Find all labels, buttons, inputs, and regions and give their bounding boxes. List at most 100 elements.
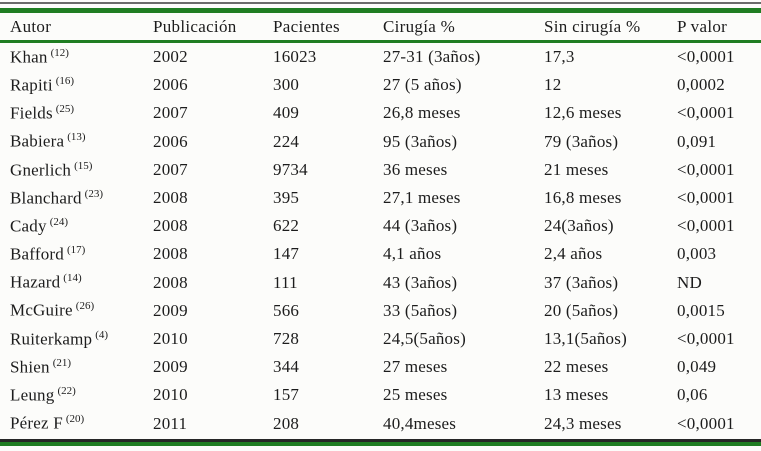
reference-superscript: (26) <box>75 300 95 313</box>
p-valor-cell: <0,0001 <box>677 47 735 67</box>
sin-cirugia-cell: 24(3años) <box>544 216 614 236</box>
table-row: Bafford (17) 2008 147 4,1 años 2,4 años 0… <box>0 240 761 268</box>
cirugia-cell: 43 (3años) <box>383 272 458 292</box>
pacientes-cell: 728 <box>273 328 300 348</box>
publicacion-cell: 2009 <box>153 300 188 320</box>
pacientes-cell: 395 <box>273 188 300 208</box>
table-body: Khan (12) 2002 16023 27-31 (3años) 17,3 <… <box>0 42 761 438</box>
sin-cirugia-cell: 12,6 meses <box>544 103 622 123</box>
autor-cell: Babiera (13) <box>0 128 153 156</box>
p-valor-cell: <0,0001 <box>677 159 735 179</box>
autor-cell: Khan (12) <box>0 42 153 72</box>
pacientes-cell: 300 <box>273 75 300 95</box>
reference-superscript: (25) <box>55 103 75 116</box>
sin-cirugia-cell: 17,3 <box>544 47 575 67</box>
autor-cell: Ruiterkamp (4) <box>0 325 153 353</box>
autor-name: Pérez F <box>10 413 63 433</box>
p-valor-cell: 0,003 <box>677 244 717 264</box>
cirugia-cell: 24,5(5años) <box>383 328 466 348</box>
reference-superscript: (4) <box>95 328 109 341</box>
publicacion-cell: 2006 <box>153 75 188 95</box>
sin-cirugia-cell: 2,4 años <box>544 244 603 264</box>
table-row: Blanchard (23) 2008 395 27,1 meses 16,8 m… <box>0 184 761 212</box>
pacientes-cell: 566 <box>273 300 300 320</box>
header-row: Autor Publicación Pacientes Cirugía % Si… <box>0 13 761 43</box>
reference-superscript: (22) <box>57 385 76 398</box>
p-valor-cell: <0,0001 <box>677 103 735 123</box>
col-header-autor: Autor <box>0 13 153 43</box>
table-row: Gnerlich (15) 2007 9734 36 meses 21 meses… <box>0 156 761 184</box>
autor-cell: Leung (22) <box>0 381 153 409</box>
col-header-p-valor: P valor <box>677 13 761 43</box>
reference-superscript: (15) <box>74 159 93 172</box>
autor-cell: Cady (24) <box>0 212 153 240</box>
publicacion-cell: 2002 <box>153 47 188 67</box>
cirugia-cell: 27 (5 años) <box>383 75 462 95</box>
cirugia-cell: 4,1 años <box>383 244 442 264</box>
sin-cirugia-cell: 79 (3años) <box>544 131 619 151</box>
pacientes-cell: 157 <box>273 385 300 405</box>
pacientes-cell: 147 <box>273 244 300 264</box>
pacientes-cell: 111 <box>273 272 298 292</box>
pacientes-cell: 344 <box>273 357 300 377</box>
p-valor-cell: <0,0001 <box>677 188 735 208</box>
publicacion-cell: 2008 <box>153 188 188 208</box>
publicacion-cell: 2011 <box>153 413 188 433</box>
bottom-dark-rule <box>0 439 761 442</box>
pacientes-cell: 622 <box>273 216 300 236</box>
results-table: Autor Publicación Pacientes Cirugía % Si… <box>0 13 761 438</box>
cirugia-cell: 26,8 meses <box>383 103 461 123</box>
p-valor-cell: ND <box>677 272 702 292</box>
autor-name: Cady <box>10 216 47 236</box>
autor-name: Ruiterkamp <box>10 329 93 349</box>
publicacion-cell: 2010 <box>153 385 188 405</box>
p-valor-cell: <0,0001 <box>677 328 735 348</box>
autor-name: Bafford <box>10 244 64 264</box>
reference-superscript: (23) <box>84 187 103 200</box>
publicacion-cell: 2009 <box>153 357 188 377</box>
autor-cell: Gnerlich (15) <box>0 156 153 184</box>
autor-cell: Blanchard (23) <box>0 184 153 212</box>
pacientes-cell: 16023 <box>273 47 317 67</box>
reference-superscript: (14) <box>63 272 82 285</box>
table-row: Fields (25) 2007 409 26,8 meses 12,6 mese… <box>0 99 761 127</box>
p-valor-cell: 0,049 <box>677 357 717 377</box>
pacientes-cell: 9734 <box>273 159 308 179</box>
cirugia-cell: 27-31 (3años) <box>383 47 481 67</box>
table-row: Hazard (14) 2008 111 43 (3años) 37 (3años… <box>0 269 761 297</box>
col-header-pacientes: Pacientes <box>273 13 383 43</box>
reference-superscript: (16) <box>55 74 75 87</box>
publicacion-cell: 2008 <box>153 272 188 292</box>
sin-cirugia-cell: 12 <box>544 75 562 95</box>
autor-name: Hazard <box>10 272 61 292</box>
p-valor-cell: 0,0015 <box>677 300 725 320</box>
pacientes-cell: 409 <box>273 103 300 123</box>
publicacion-cell: 2010 <box>153 328 188 348</box>
reference-superscript: (24) <box>49 215 69 228</box>
table-row: Rapiti (16) 2006 300 27 (5 años) 12 0,000… <box>0 71 761 99</box>
autor-cell: McGuire (26) <box>0 297 153 325</box>
table-row: Ruiterkamp (4) 2010 728 24,5(5años) 13,1(… <box>0 325 761 353</box>
autor-name: Khan <box>10 47 48 67</box>
table-row: Leung (22) 2010 157 25 meses 13 meses 0,0… <box>0 381 761 409</box>
p-valor-cell: <0,0001 <box>677 216 735 236</box>
p-valor-cell: 0,091 <box>677 131 717 151</box>
sin-cirugia-cell: 21 meses <box>544 159 609 179</box>
autor-cell: Pérez F (20) <box>0 409 153 437</box>
table-row: Khan (12) 2002 16023 27-31 (3años) 17,3 <… <box>0 42 761 72</box>
publicacion-cell: 2008 <box>153 244 188 264</box>
autor-name: McGuire <box>10 301 73 321</box>
autor-name: Fields <box>10 103 53 123</box>
cirugia-cell: 40,4meses <box>383 413 457 433</box>
pacientes-cell: 224 <box>273 131 300 151</box>
pacientes-cell: 208 <box>273 413 300 433</box>
autor-name: Rapiti <box>10 75 53 95</box>
publicacion-cell: 2007 <box>153 103 188 123</box>
cirugia-cell: 27 meses <box>383 357 448 377</box>
publicacion-cell: 2006 <box>153 131 188 151</box>
p-valor-cell: <0,0001 <box>677 413 735 433</box>
table-row: Pérez F (20) 2011 208 40,4meses 24,3 mese… <box>0 409 761 437</box>
sin-cirugia-cell: 24,3 meses <box>544 413 622 433</box>
col-header-cirugia: Cirugía % <box>383 13 544 43</box>
